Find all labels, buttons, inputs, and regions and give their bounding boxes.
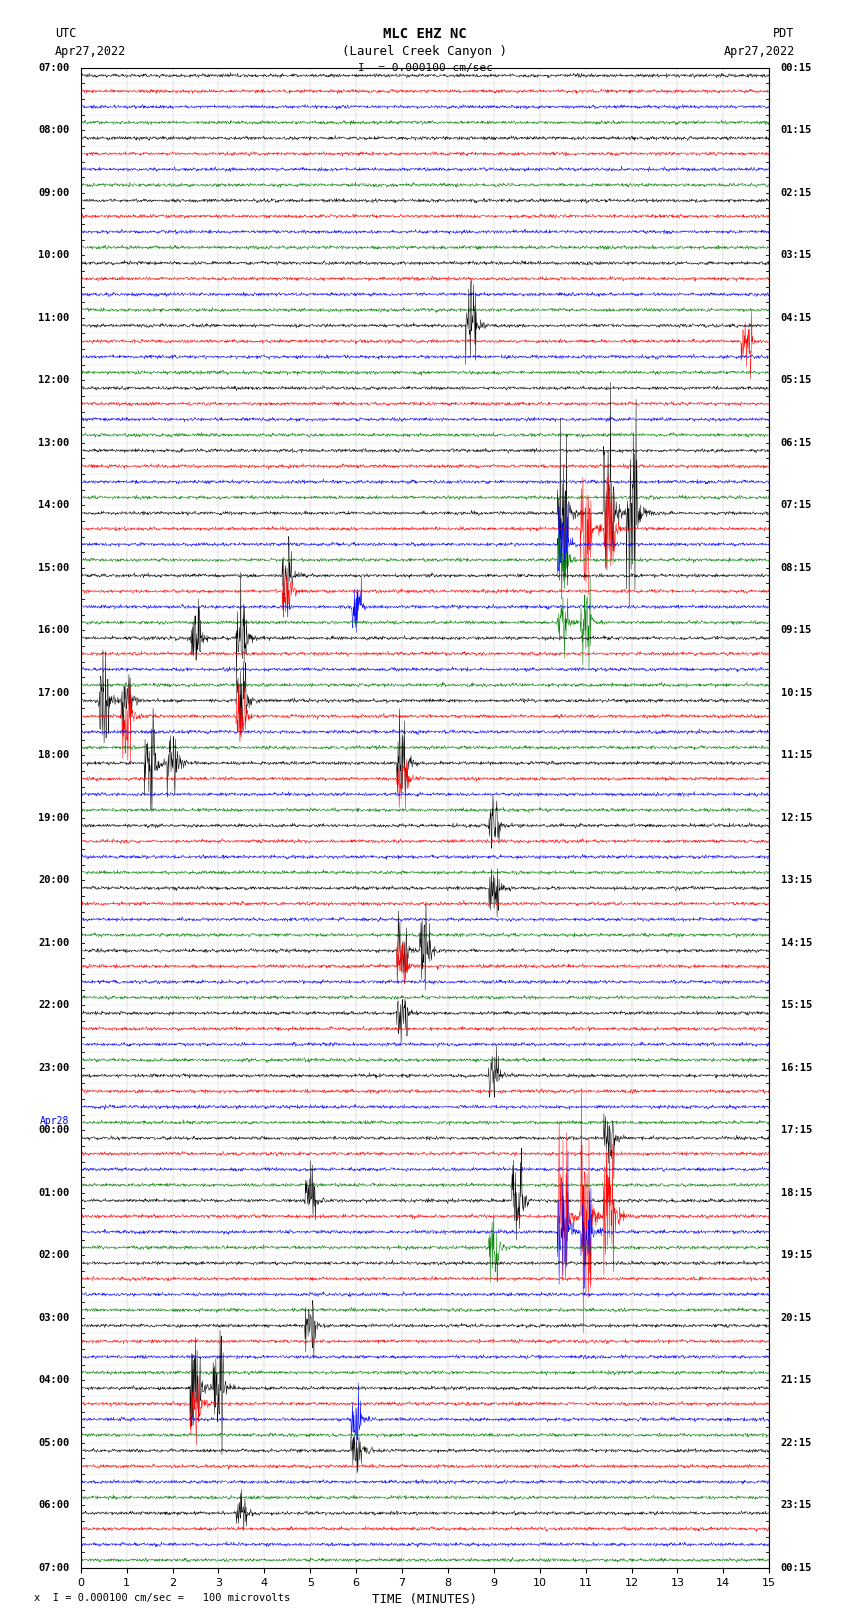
- Text: 19:15: 19:15: [780, 1250, 812, 1260]
- Text: 01:00: 01:00: [38, 1187, 70, 1198]
- X-axis label: TIME (MINUTES): TIME (MINUTES): [372, 1594, 478, 1607]
- Text: 06:15: 06:15: [780, 437, 812, 448]
- Text: Apr27,2022: Apr27,2022: [55, 45, 127, 58]
- Text: 14:15: 14:15: [780, 937, 812, 948]
- Text: 00:00: 00:00: [38, 1126, 70, 1136]
- Text: Apr28: Apr28: [40, 1116, 70, 1126]
- Text: 13:00: 13:00: [38, 437, 70, 448]
- Text: 00:15: 00:15: [780, 1563, 812, 1573]
- Text: 04:00: 04:00: [38, 1376, 70, 1386]
- Text: 12:00: 12:00: [38, 376, 70, 386]
- Text: 02:00: 02:00: [38, 1250, 70, 1260]
- Text: 17:15: 17:15: [780, 1126, 812, 1136]
- Text: 09:15: 09:15: [780, 626, 812, 636]
- Text: 20:00: 20:00: [38, 876, 70, 886]
- Text: UTC: UTC: [55, 27, 76, 40]
- Text: 07:15: 07:15: [780, 500, 812, 510]
- Text: 15:15: 15:15: [780, 1000, 812, 1010]
- Text: 19:00: 19:00: [38, 813, 70, 823]
- Text: 01:15: 01:15: [780, 126, 812, 135]
- Text: 22:00: 22:00: [38, 1000, 70, 1010]
- Text: 02:15: 02:15: [780, 187, 812, 198]
- Text: 16:00: 16:00: [38, 626, 70, 636]
- Text: 22:15: 22:15: [780, 1437, 812, 1448]
- Text: 10:00: 10:00: [38, 250, 70, 260]
- Text: 00:15: 00:15: [780, 63, 812, 73]
- Text: 13:15: 13:15: [780, 876, 812, 886]
- Text: I  = 0.000100 cm/sec: I = 0.000100 cm/sec: [358, 63, 492, 73]
- Text: PDT: PDT: [774, 27, 795, 40]
- Text: 23:00: 23:00: [38, 1063, 70, 1073]
- Text: 09:00: 09:00: [38, 187, 70, 198]
- Text: 17:00: 17:00: [38, 687, 70, 698]
- Text: 15:00: 15:00: [38, 563, 70, 573]
- Text: 18:00: 18:00: [38, 750, 70, 760]
- Text: 03:00: 03:00: [38, 1313, 70, 1323]
- Text: 14:00: 14:00: [38, 500, 70, 510]
- Text: x  I = 0.000100 cm/sec =   100 microvolts: x I = 0.000100 cm/sec = 100 microvolts: [34, 1594, 290, 1603]
- Text: 21:15: 21:15: [780, 1376, 812, 1386]
- Text: 12:15: 12:15: [780, 813, 812, 823]
- Text: 10:15: 10:15: [780, 687, 812, 698]
- Text: 11:15: 11:15: [780, 750, 812, 760]
- Text: 05:00: 05:00: [38, 1437, 70, 1448]
- Text: 06:00: 06:00: [38, 1500, 70, 1510]
- Text: 08:15: 08:15: [780, 563, 812, 573]
- Text: 07:00: 07:00: [38, 63, 70, 73]
- Text: 03:15: 03:15: [780, 250, 812, 260]
- Text: 16:15: 16:15: [780, 1063, 812, 1073]
- Text: 04:15: 04:15: [780, 313, 812, 323]
- Text: 08:00: 08:00: [38, 126, 70, 135]
- Text: 11:00: 11:00: [38, 313, 70, 323]
- Text: 18:15: 18:15: [780, 1187, 812, 1198]
- Text: 21:00: 21:00: [38, 937, 70, 948]
- Text: 05:15: 05:15: [780, 376, 812, 386]
- Text: MLC EHZ NC: MLC EHZ NC: [383, 27, 467, 42]
- Text: (Laurel Creek Canyon ): (Laurel Creek Canyon ): [343, 45, 507, 58]
- Text: 23:15: 23:15: [780, 1500, 812, 1510]
- Text: Apr27,2022: Apr27,2022: [723, 45, 795, 58]
- Text: 20:15: 20:15: [780, 1313, 812, 1323]
- Text: 07:00: 07:00: [38, 1563, 70, 1573]
